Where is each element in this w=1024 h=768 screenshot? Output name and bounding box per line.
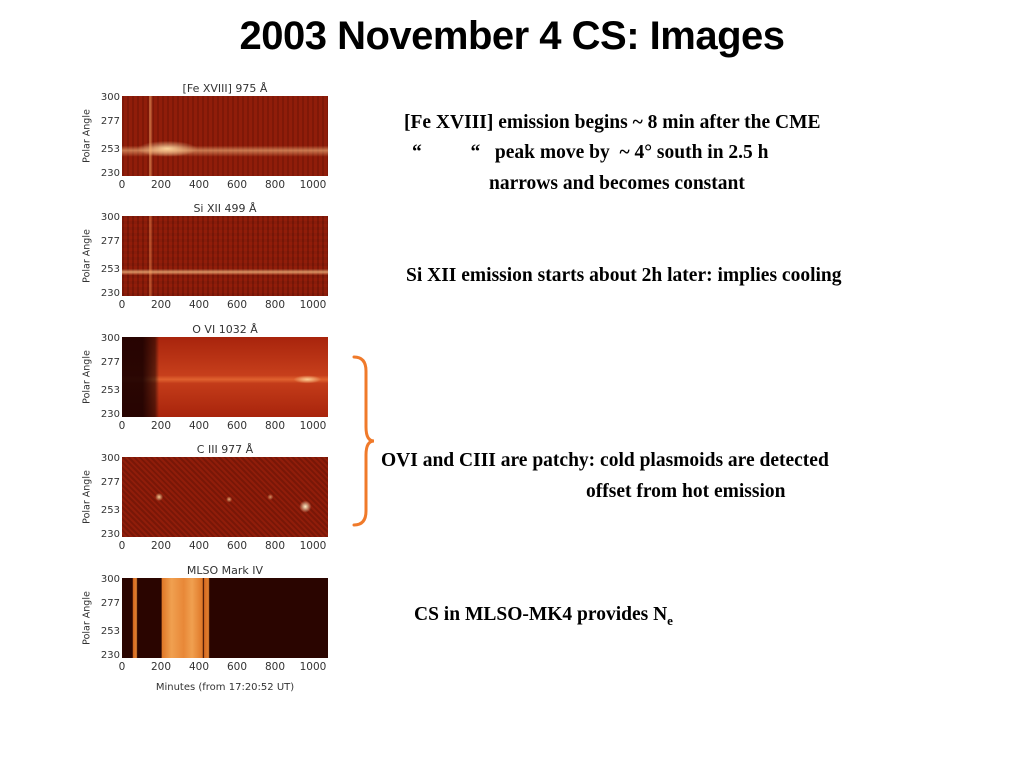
x-tick: 800 bbox=[264, 299, 286, 311]
y-axis-label: Polar Angle bbox=[81, 591, 93, 645]
y-tick: 277 bbox=[100, 236, 120, 247]
x-tick: 400 bbox=[188, 420, 210, 432]
x-tick: 600 bbox=[226, 420, 248, 432]
x-tick: 200 bbox=[150, 299, 172, 311]
panel-title: MLSO Mark IV bbox=[186, 564, 264, 577]
si-xii-panel: Si XII 499 Å Polar Angle 300 277 253 230… bbox=[80, 202, 340, 322]
cs-note: CS in MLSO-MK4 provides Ne bbox=[414, 604, 673, 629]
y-tick: 253 bbox=[100, 626, 120, 637]
y-tick: 253 bbox=[100, 505, 120, 516]
o-vi-panel: O VI 1032 Å Polar Angle 300 277 253 230 … bbox=[80, 323, 340, 443]
panel-title: [Fe XVIII] 975 Å bbox=[182, 82, 268, 95]
y-tick: 253 bbox=[100, 385, 120, 396]
o-vi-image bbox=[122, 337, 328, 417]
mlso-image bbox=[122, 578, 328, 658]
x-tick: 200 bbox=[150, 661, 172, 673]
y-axis-label: Polar Angle bbox=[81, 470, 93, 524]
c-iii-panel: C III 977 Å Polar Angle 300 277 253 230 … bbox=[80, 443, 340, 563]
x-tick: 800 bbox=[264, 420, 286, 432]
x-tick: 1000 bbox=[299, 540, 327, 552]
ovi-note-line2: offset from hot emission bbox=[586, 481, 786, 502]
x-tick: 1000 bbox=[299, 299, 327, 311]
y-tick: 277 bbox=[100, 477, 120, 488]
si-note: Si XII emission starts about 2h later: i… bbox=[406, 265, 842, 286]
y-axis-label: Polar Angle bbox=[81, 350, 93, 404]
orange-brace bbox=[352, 355, 374, 527]
ovi-note-line1: OVI and CIII are patchy: cold plasmoids … bbox=[381, 450, 829, 471]
panel-title: Si XII 499 Å bbox=[193, 202, 257, 215]
y-tick: 253 bbox=[100, 264, 120, 275]
x-axis-title: Minutes (from 17:20:52 UT) bbox=[155, 682, 295, 693]
fe-xviii-panel: [Fe XVIII] 975 Å Polar Angle 300 277 253… bbox=[80, 82, 340, 202]
y-axis-label: Polar Angle bbox=[81, 109, 93, 163]
x-tick: 400 bbox=[188, 661, 210, 673]
y-tick: 300 bbox=[100, 333, 120, 344]
fe-xviii-image bbox=[122, 96, 328, 176]
y-tick: 253 bbox=[100, 144, 120, 155]
x-tick: 200 bbox=[150, 179, 172, 191]
x-tick: 1000 bbox=[299, 661, 327, 673]
x-tick: 600 bbox=[226, 179, 248, 191]
x-tick: 400 bbox=[188, 540, 210, 552]
slide-title: 2003 November 4 CS: Images bbox=[239, 14, 785, 58]
x-tick: 400 bbox=[188, 179, 210, 191]
cs-note-subscript: e bbox=[667, 612, 673, 628]
x-tick: 1000 bbox=[299, 420, 327, 432]
x-tick: 600 bbox=[226, 299, 248, 311]
panel-title: O VI 1032 Å bbox=[192, 323, 258, 336]
x-tick: 0 bbox=[118, 299, 126, 311]
y-tick: 230 bbox=[100, 650, 120, 661]
panel-title: C III 977 Å bbox=[196, 443, 254, 456]
y-tick: 300 bbox=[100, 212, 120, 223]
y-tick: 230 bbox=[100, 409, 120, 420]
cs-note-text: CS in MLSO-MK4 provides N bbox=[414, 604, 668, 625]
y-tick: 300 bbox=[100, 453, 120, 464]
x-tick: 0 bbox=[118, 540, 126, 552]
mlso-panel: MLSO Mark IV Polar Angle 300 277 253 230… bbox=[80, 564, 340, 684]
y-tick: 277 bbox=[100, 357, 120, 368]
fe-note-line2: “ “ peak move by ~ 4° south in 2.5 h bbox=[412, 142, 769, 163]
fe-note-line3: narrows and becomes constant bbox=[489, 173, 745, 194]
y-tick: 230 bbox=[100, 288, 120, 299]
x-tick: 800 bbox=[264, 179, 286, 191]
x-tick: 0 bbox=[118, 661, 126, 673]
y-tick: 277 bbox=[100, 598, 120, 609]
x-tick: 800 bbox=[264, 661, 286, 673]
fe-note-line1: [Fe XVIII] emission begins ~ 8 min after… bbox=[404, 112, 821, 133]
y-tick: 277 bbox=[100, 116, 120, 127]
y-tick: 230 bbox=[100, 529, 120, 540]
x-tick: 800 bbox=[264, 540, 286, 552]
c-iii-image bbox=[122, 457, 328, 537]
y-tick: 300 bbox=[100, 92, 120, 103]
x-tick: 600 bbox=[226, 540, 248, 552]
x-tick: 200 bbox=[150, 420, 172, 432]
x-tick: 400 bbox=[188, 299, 210, 311]
x-tick: 0 bbox=[118, 420, 126, 432]
x-tick: 1000 bbox=[299, 179, 327, 191]
y-tick: 300 bbox=[100, 574, 120, 585]
x-tick: 200 bbox=[150, 540, 172, 552]
x-tick: 600 bbox=[226, 661, 248, 673]
y-axis-label: Polar Angle bbox=[81, 229, 93, 283]
si-xii-image bbox=[122, 216, 328, 296]
y-tick: 230 bbox=[100, 168, 120, 179]
x-tick: 0 bbox=[118, 179, 126, 191]
